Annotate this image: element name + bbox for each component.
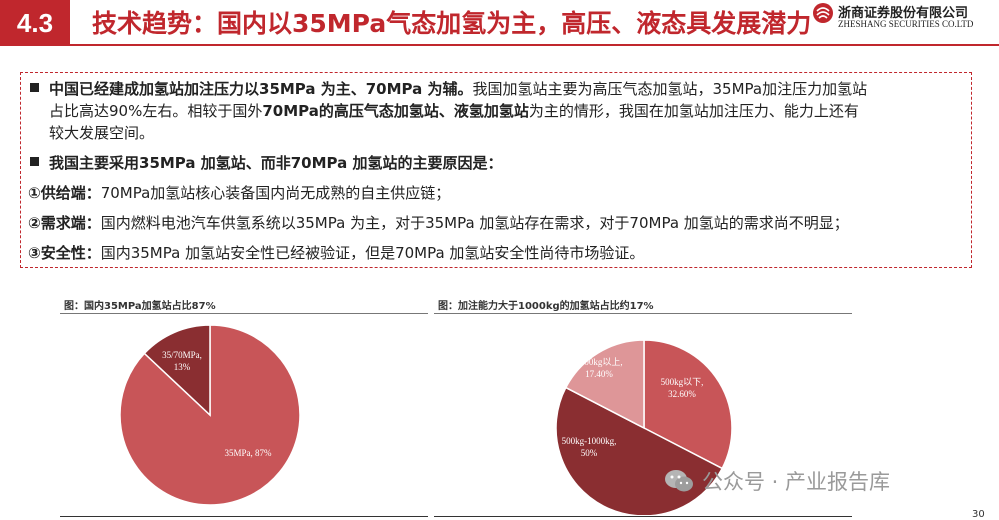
chart1-slice-1: [143, 324, 211, 417]
reason-row-safety: ③安全性：国内35MPa 加氢站安全性已经被验证，但是70MPa 加氢站安全性尚…: [28, 242, 644, 264]
p1-bold-lead: 中国已经建成加氢站加注压力以35MPa 为主、70MPa 为辅。: [49, 80, 473, 98]
p1-text-4: 较大发展空间。: [49, 124, 155, 142]
bullet-paragraph-2: 我国主要采用35MPa 加氢站、而非70MPa 加氢站的主要原因是：: [30, 152, 502, 174]
reason-text-demand: 国内燃料电池汽车供氢系统以35MPa 为主，对于35MPa 加氢站存在需求，对于…: [100, 214, 849, 232]
p2-text: 我国主要采用35MPa 加氢站、而非70MPa 加氢站的主要原因是：: [49, 154, 503, 172]
header-rule: [70, 44, 999, 46]
chart2-slice-2: [564, 339, 645, 430]
section-number-badge: 4.3: [0, 0, 70, 46]
reason-text-supply: 70MPa加氢站核心装备国内尚无成熟的自主供应链；: [100, 184, 451, 202]
reason-text-safety: 国内35MPa 加氢站安全性已经被验证，但是70MPa 加氢站安全性尚待市场验证…: [100, 244, 645, 262]
chart2-slice-0: [643, 339, 733, 470]
reason-label-demand: ②需求端：: [28, 214, 101, 232]
bullet-paragraph-1-line-2: 占比高达90%左右。相较于国外70MPa的高压气态加氢站、液氢加氢站为主的情形，…: [49, 100, 859, 122]
company-logo: 浙商证券股份有限公司 ZHESHANG SECURITIES CO.LTD: [812, 2, 997, 32]
chart2-bottom-rule: [434, 516, 852, 517]
chart1-data-label-0: 35MPa, 87%: [225, 448, 273, 458]
chart1-caption-rule: [60, 313, 428, 314]
p1-text-1: 我国加氢站主要为高压气态加氢站，35MPa加注压力加氢站: [472, 80, 868, 98]
reason-row-demand: ②需求端：国内燃料电池汽车供氢系统以35MPa 为主，对于35MPa 加氢站存在…: [28, 212, 849, 234]
chart2-caption-rule: [434, 313, 852, 314]
p1-bold-2: 70MPa的高压气态加氢站、液氢加氢站: [262, 102, 529, 120]
bullet-paragraph-1-line-3: 较大发展空间。: [49, 122, 154, 144]
chart2-caption: 图：加注能力大于1000kg的加氢站占比约17%: [438, 301, 654, 312]
reason-row-supply: ①供给端：70MPa加氢站核心装备国内尚无成熟的自主供应链；: [28, 182, 450, 204]
chart2-data-label-0: 500kg以下, 32.60%: [661, 377, 704, 399]
watermark-text: 公众号 · 产业报告库: [702, 470, 891, 494]
bullet-square-icon: [30, 157, 39, 166]
chart2-data-label-1: 500kg-1000kg, 50%: [562, 436, 617, 458]
p1-text-2: 占比高达90%左右。相较于国外: [49, 102, 263, 120]
logo-name-en: ZHESHANG SECURITIES CO.LTD: [838, 19, 974, 29]
reason-label-safety: ③安全性：: [28, 244, 101, 262]
chart1-bottom-rule: [60, 516, 428, 517]
page-number: 30: [972, 509, 985, 520]
zheshang-logo-icon: [813, 3, 833, 23]
reason-label-supply: ①供给端：: [28, 184, 101, 202]
chart2-data-label-2: 1000kg以上, 17.40%: [575, 357, 622, 379]
chart1-caption: 图：国内35MPa加氢站占比87%: [64, 301, 216, 312]
wechat-icon: [665, 470, 693, 492]
p1-text-3: 为主的情形，我国在加氢站加注压力、能力上还有: [528, 102, 859, 120]
logo-name-cn: 浙商证券股份有限公司: [838, 6, 969, 21]
bullet-paragraph-1-line-1: 中国已经建成加氢站加注压力以35MPa 为主、70MPa 为辅。我国加氢站主要为…: [30, 78, 867, 100]
watermark: 公众号 · 产业报告库: [664, 464, 890, 498]
chart1-data-label-1: 35/70MPa, 13%: [162, 350, 202, 372]
chart1-pie: 35MPa, 87% 35/70MPa, 13%: [119, 324, 301, 506]
page-title: 技术趋势：国内以35MPa气态加氢为主，高压、液态具发展潜力: [92, 9, 812, 38]
summary-box: [20, 72, 972, 268]
bullet-square-icon: [30, 83, 39, 92]
